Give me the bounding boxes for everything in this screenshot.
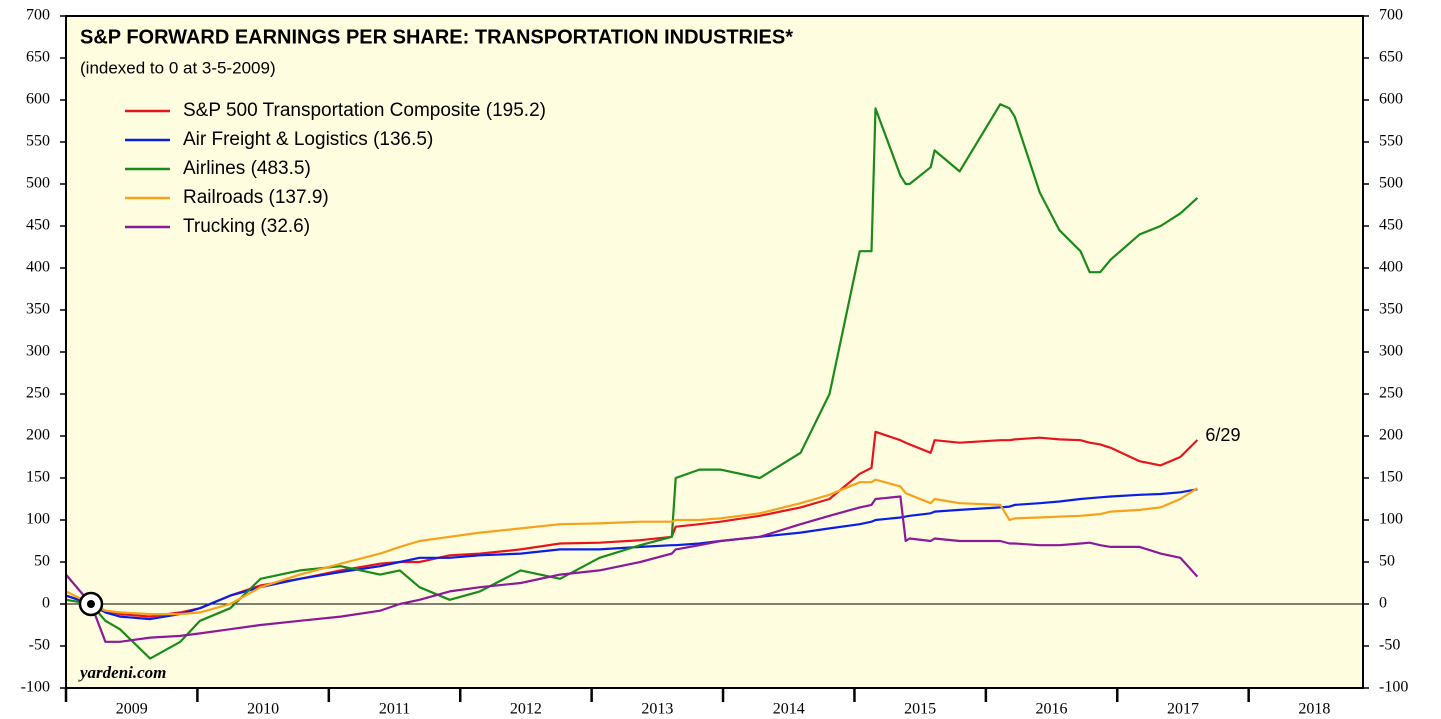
y-tick-label: 500 (26, 175, 50, 192)
y2-tick-label: 150 (1379, 469, 1403, 486)
y2-tick-label: 450 (1379, 217, 1403, 234)
y2-tick-label: 0 (1379, 595, 1387, 612)
y-tick-label: 350 (26, 301, 50, 318)
y2-tick-label: 350 (1379, 301, 1403, 318)
y-tick-label: 700 (26, 7, 50, 24)
x-tick-label: 2017 (1167, 701, 1199, 718)
legend-label: S&P 500 Transportation Composite (195.2) (183, 100, 546, 121)
y2-tick-label: 500 (1379, 175, 1403, 192)
chart-subtitle: (indexed to 0 at 3-5-2009) (80, 58, 276, 77)
x-tick-label: 2014 (773, 701, 805, 718)
legend-label: Trucking (32.6) (183, 216, 310, 237)
chart-title: S&P FORWARD EARNINGS PER SHARE: TRANSPOR… (80, 26, 793, 48)
y-tick-label: 600 (26, 91, 50, 108)
y2-tick-label: 650 (1379, 49, 1403, 66)
y-tick-label: 650 (26, 49, 50, 66)
legend-label: Air Freight & Logistics (136.5) (183, 129, 433, 150)
x-tick-label: 2009 (116, 701, 148, 718)
source-note: yardeni.com (78, 663, 166, 682)
y-tick-label: 150 (26, 469, 50, 486)
legend-label: Airlines (483.5) (183, 158, 311, 179)
series-line (65, 430, 1199, 618)
x-tick-label: 2012 (510, 701, 542, 718)
x-tick-label: 2015 (904, 701, 936, 718)
y2-tick-label: 50 (1379, 553, 1395, 570)
y2-tick-label: 400 (1379, 259, 1403, 276)
y2-tick-label: 300 (1379, 343, 1403, 360)
x-tick-label: 2010 (247, 701, 279, 718)
series-line (65, 103, 1199, 660)
series-line (65, 495, 1199, 643)
legend-label: Railroads (137.9) (183, 187, 329, 208)
x-tick-label: 2018 (1298, 701, 1330, 718)
y-tick-label: 400 (26, 259, 50, 276)
y2-tick-label: 200 (1379, 427, 1403, 444)
y2-tick-label: 700 (1379, 7, 1403, 24)
y-tick-label: 100 (26, 511, 50, 528)
y-tick-label: 50 (34, 553, 50, 570)
x-tick-label: 2013 (641, 701, 673, 718)
y2-tick-label: 600 (1379, 91, 1403, 108)
y-tick-label: 0 (42, 595, 50, 612)
y-tick-label: 250 (26, 385, 50, 402)
x-tick-label: 2011 (379, 701, 410, 718)
y2-tick-label: 100 (1379, 511, 1403, 528)
y2-tick-label: -50 (1379, 637, 1400, 654)
y-tick-label: 450 (26, 217, 50, 234)
y2-tick-label: 250 (1379, 385, 1403, 402)
y-tick-label: -100 (21, 679, 50, 696)
y2-tick-label: 550 (1379, 133, 1403, 150)
y2-tick-label: -100 (1379, 679, 1408, 696)
index-dot (86, 600, 95, 608)
series-line (65, 478, 1198, 616)
end-label: 6/29 (1205, 425, 1240, 445)
y-tick-label: 550 (26, 133, 50, 150)
y-tick-label: 300 (26, 343, 50, 360)
plot-frame (65, 15, 1364, 689)
y-tick-label: 200 (26, 427, 50, 444)
plot-area (66, 16, 1363, 688)
y-tick-label: -50 (29, 637, 50, 654)
x-tick-label: 2016 (1036, 701, 1068, 718)
